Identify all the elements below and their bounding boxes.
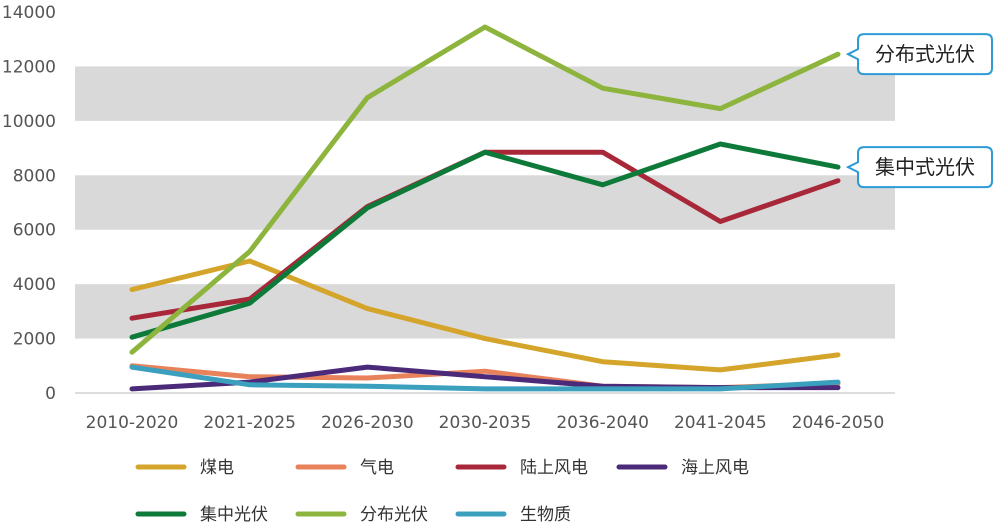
legend-label: 煤电 [200,458,234,478]
legend-label: 气电 [360,458,394,478]
legend-label: 分布光伏 [360,505,428,523]
grid-band [75,66,895,121]
y-tick-label: 14000 [2,3,56,23]
grid-band [75,284,895,339]
legend-label: 生物质 [520,505,571,523]
series-line [129,141,841,340]
legend-label: 陆上风电 [520,458,588,478]
y-tick-label: 8000 [13,166,56,186]
series-line [129,258,841,373]
legend-item: 煤电 [135,458,234,478]
legend-item: 集中光伏 [135,505,268,523]
legend-item: 海上风电 [616,458,749,478]
x-tick-label: 2010-2020 [86,413,179,433]
x-tick-label: 2036-2040 [556,413,649,433]
y-tick-label: 10000 [2,112,56,132]
grid-band [75,175,895,230]
x-tick-label: 2026-2030 [321,413,414,433]
callout: 分布式光伏 [845,33,993,76]
legend-item: 气电 [295,458,394,478]
callout: 集中式光伏 [845,146,993,189]
y-axis-ticks: 0 2000 4000 6000 8000 10000 12000 14000 [2,3,56,404]
legend-label: 海上风电 [681,458,749,478]
x-tick-label: 2046-2050 [792,413,885,433]
y-tick-label: 4000 [13,275,56,295]
x-tick-label: 2041-2045 [674,413,767,433]
y-tick-label: 12000 [2,57,56,77]
legend-item: 分布光伏 [295,505,428,523]
callout-box [845,33,993,76]
callout-label: 集中式光伏 [875,155,975,179]
y-tick-label: 0 [45,384,56,404]
x-axis-ticks: 2010-2020 2021-2025 2026-2030 2030-2035 2036… [86,413,885,433]
legend-item: 生物质 [455,505,571,523]
series-lines [129,24,841,392]
callout-label: 分布式光伏 [875,42,975,66]
callout-box [845,146,993,189]
series-line [129,364,841,392]
legend-item: 陆上风电 [455,458,588,478]
y-tick-label: 6000 [13,221,56,241]
series-line [129,24,841,355]
x-tick-label: 2021-2025 [203,413,296,433]
legend-label: 集中光伏 [200,505,268,523]
y-tick-label: 2000 [13,330,56,350]
x-tick-label: 2030-2035 [439,413,532,433]
